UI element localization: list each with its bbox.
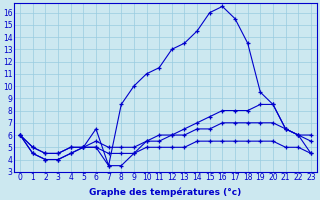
- X-axis label: Graphe des températures (°c): Graphe des températures (°c): [89, 188, 242, 197]
